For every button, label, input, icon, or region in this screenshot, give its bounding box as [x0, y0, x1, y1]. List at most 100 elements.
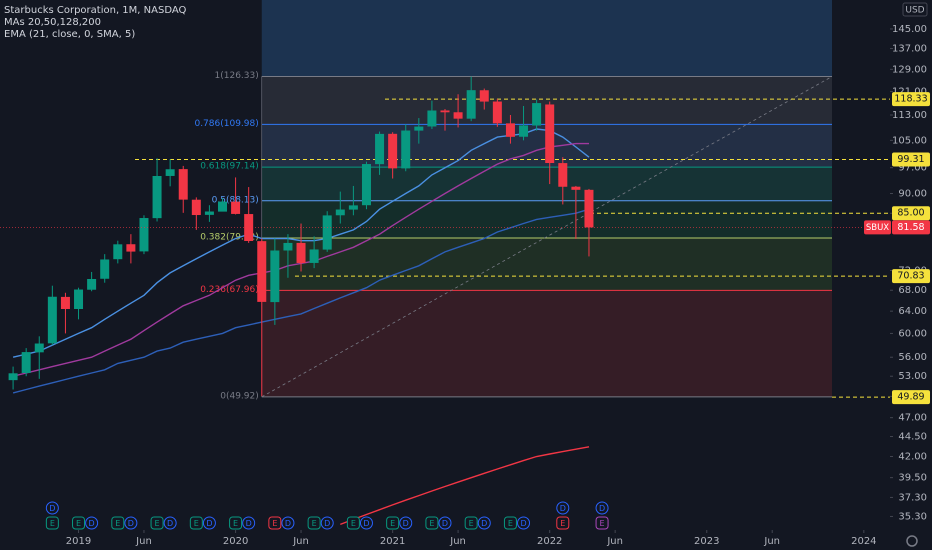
candle-body — [479, 90, 489, 102]
event-label: E — [351, 519, 356, 528]
x-tick-label: Jun — [449, 536, 466, 547]
candle-body — [361, 164, 371, 206]
fib-zone — [261, 237, 832, 291]
y-tick-label: 113.00 — [892, 110, 927, 121]
y-tick-label: 37.30 — [898, 492, 927, 503]
candle-body — [100, 259, 110, 279]
candle-body — [47, 296, 57, 344]
candle-body — [335, 209, 345, 216]
event-label: D — [363, 519, 369, 528]
settings-icon[interactable] — [906, 535, 918, 547]
event-label: D — [599, 504, 605, 513]
indicator-label: EMA (21, close, 0, SMA, 5) — [4, 29, 135, 40]
currency[interactable]: USD — [905, 6, 924, 16]
event-marker — [477, 516, 491, 530]
event-marker — [111, 516, 125, 530]
candle-body — [519, 125, 529, 137]
event-label: E — [390, 519, 395, 528]
event-label: D — [403, 519, 409, 528]
candle-body — [375, 133, 385, 165]
y-tick-label: 129.00 — [892, 64, 927, 75]
event-marker — [595, 501, 609, 515]
event-marker — [45, 516, 59, 530]
event-marker — [189, 516, 203, 530]
candle-body — [8, 373, 18, 381]
candle-body — [584, 189, 594, 228]
price-tag-label: 49.89 — [897, 392, 924, 403]
y-tick-label: 68.00 — [898, 285, 927, 296]
x-tick-label: 2021 — [380, 536, 405, 547]
event-marker — [320, 516, 334, 530]
event-label: E — [560, 519, 565, 528]
event-label: D — [442, 519, 448, 528]
event-marker — [464, 516, 478, 530]
event-marker — [346, 516, 360, 530]
candle-body — [244, 214, 254, 241]
candle-body — [571, 186, 581, 190]
event-marker — [268, 516, 282, 530]
price-tag — [892, 92, 930, 107]
y-tick-label: 42.00 — [898, 451, 927, 462]
x-tick-label: 2023 — [694, 536, 719, 547]
x-tick-label: 2019 — [66, 536, 91, 547]
moving-average — [12, 208, 590, 394]
fib-label: 0.382(79.12) — [200, 232, 259, 242]
event-marker — [85, 516, 99, 530]
candle-body — [21, 352, 31, 373]
event-label: D — [324, 519, 330, 528]
fib-zone — [261, 290, 832, 397]
symbol-tag — [864, 220, 891, 235]
candle-body — [60, 296, 70, 310]
event-marker — [556, 516, 570, 530]
x-tick-label: 2022 — [537, 536, 562, 547]
candle-body — [74, 289, 84, 310]
last-price-tag — [892, 220, 930, 235]
event-label: E — [233, 519, 238, 528]
y-tick-label: 137.00 — [892, 44, 927, 55]
event-label: D — [560, 504, 566, 513]
event-label: E — [508, 519, 513, 528]
y-tick-label: 47.00 — [898, 413, 927, 424]
candle-body — [414, 126, 424, 131]
candle-body — [152, 175, 162, 219]
event-marker — [229, 516, 243, 530]
event-label: E — [429, 519, 434, 528]
event-label: E — [469, 519, 474, 528]
event-label: D — [285, 519, 291, 528]
event-label: D — [49, 504, 55, 513]
candle-body — [453, 112, 463, 119]
event-marker — [281, 516, 295, 530]
price-tag — [892, 390, 930, 405]
y-tick-label: 60.00 — [898, 328, 927, 339]
candle-body — [191, 199, 201, 216]
event-label: D — [481, 519, 487, 528]
event-marker — [399, 516, 413, 530]
event-label: D — [167, 519, 173, 528]
event-marker — [438, 516, 452, 530]
candle-body — [309, 249, 319, 263]
candle-body — [558, 163, 568, 187]
currency-box[interactable] — [902, 2, 928, 17]
y-tick-label: 105.00 — [892, 135, 927, 146]
x-tick-label: 2020 — [223, 536, 248, 547]
event-marker — [556, 501, 570, 515]
fib-trend-line — [261, 76, 833, 398]
fib-label: 0.618(97.14) — [200, 162, 259, 172]
price-tag — [892, 152, 930, 167]
event-label: D — [206, 519, 212, 528]
candle-body — [505, 123, 515, 137]
y-tick-label: 44.50 — [898, 432, 927, 443]
event-marker — [163, 516, 177, 530]
event-marker — [595, 516, 609, 530]
candle-body — [492, 101, 502, 124]
price-tag-label: 118.33 — [894, 94, 927, 105]
y-tick-label: 56.00 — [898, 352, 927, 363]
y-tick-label: 145.00 — [892, 24, 927, 35]
candle-body — [139, 218, 149, 252]
fib-label: 1(126.33) — [215, 71, 259, 81]
event-marker — [386, 516, 400, 530]
y-tick-label: 39.50 — [898, 473, 927, 484]
event-label: D — [520, 519, 526, 528]
symbol-tag-label: SBUX — [866, 223, 889, 233]
